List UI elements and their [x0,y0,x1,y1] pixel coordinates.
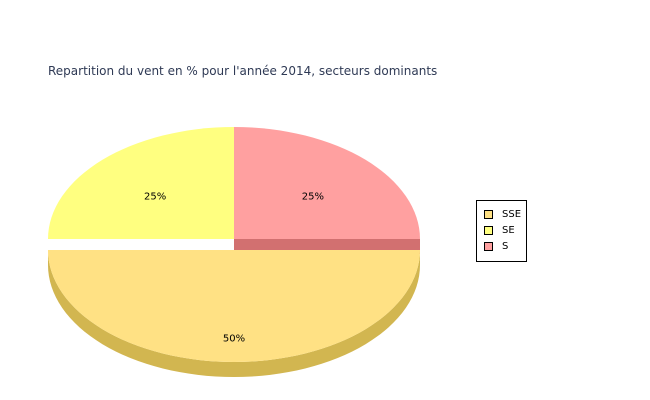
slice-label-s: 25% [302,191,324,202]
legend-label-se: SE [502,225,515,236]
pie-slice-sse [48,250,420,362]
slice-label-se: 25% [144,191,166,202]
legend-swatch-s [484,242,493,251]
chart-title: Repartition du vent en % pour l'année 20… [48,64,438,78]
legend-label-s: S [502,241,509,252]
pie-slice-s [234,127,420,239]
slice-label-sse: 50% [223,333,245,344]
legend-swatch-se [484,226,493,235]
pie-slice-se [48,127,234,239]
legend-label-sse: SSE [502,209,522,220]
legend: SSE SE S [476,200,527,262]
legend-swatch-sse [484,210,493,219]
